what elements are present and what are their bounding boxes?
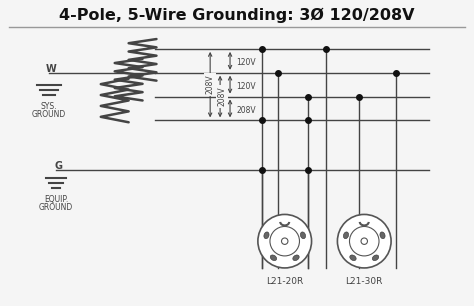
Text: 120V: 120V bbox=[236, 82, 255, 91]
Circle shape bbox=[258, 215, 311, 268]
Circle shape bbox=[270, 226, 300, 256]
Circle shape bbox=[337, 215, 391, 268]
Text: EQUIP.: EQUIP. bbox=[44, 195, 68, 204]
Text: 208V: 208V bbox=[218, 87, 227, 106]
Ellipse shape bbox=[301, 232, 306, 239]
Text: 208V: 208V bbox=[236, 106, 255, 115]
Text: W: W bbox=[46, 64, 56, 74]
Ellipse shape bbox=[380, 232, 385, 239]
Ellipse shape bbox=[343, 232, 348, 239]
Text: L21-20R: L21-20R bbox=[266, 277, 303, 286]
Ellipse shape bbox=[350, 255, 356, 261]
Text: L21-30R: L21-30R bbox=[346, 277, 383, 286]
Text: GROUND: GROUND bbox=[32, 110, 66, 119]
Text: 4-Pole, 5-Wire Grounding: 3Ø 120/208V: 4-Pole, 5-Wire Grounding: 3Ø 120/208V bbox=[59, 8, 415, 23]
Ellipse shape bbox=[270, 255, 277, 261]
Ellipse shape bbox=[372, 255, 379, 261]
Text: GROUND: GROUND bbox=[39, 203, 73, 212]
Circle shape bbox=[282, 238, 288, 244]
Ellipse shape bbox=[293, 255, 299, 261]
Text: 120V: 120V bbox=[236, 58, 255, 67]
Text: 208V: 208V bbox=[206, 75, 215, 95]
Text: SYS.: SYS. bbox=[41, 102, 57, 111]
Circle shape bbox=[349, 226, 379, 256]
Text: G: G bbox=[54, 161, 62, 171]
Circle shape bbox=[361, 238, 367, 244]
Ellipse shape bbox=[264, 232, 269, 239]
